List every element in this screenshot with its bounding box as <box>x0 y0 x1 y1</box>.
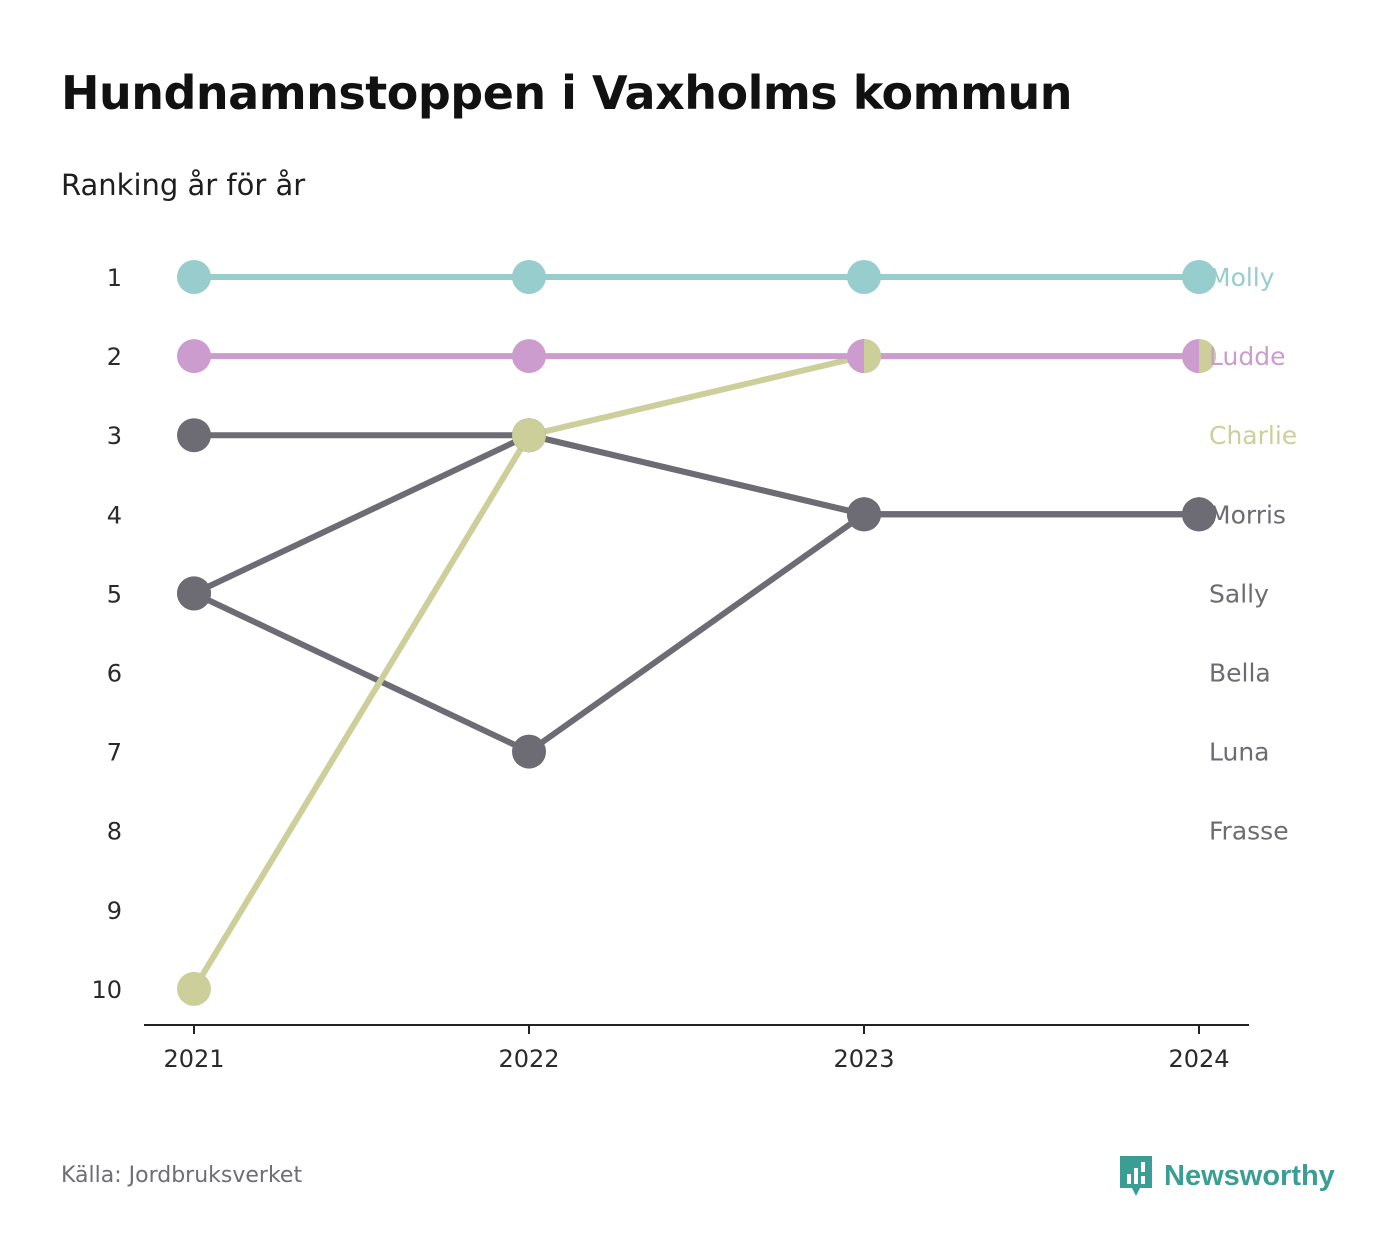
y-tick-label-10: 10 <box>91 976 122 1004</box>
point-bella-2024 <box>1182 497 1216 532</box>
point-morris-2021 <box>177 418 211 453</box>
y-tick-label-5: 5 <box>107 580 122 608</box>
brand-name: Newsworthy <box>1164 1159 1335 1192</box>
point-charlie-2021 <box>177 971 211 1006</box>
point-bella-2023 <box>847 497 881 532</box>
y-tick-label-7: 7 <box>107 739 122 767</box>
point-molly-2021 <box>177 260 211 294</box>
y-tick-label-9: 9 <box>107 897 122 925</box>
end-label-luna: Luna <box>1209 738 1270 767</box>
y-tick-label-2: 2 <box>107 343 122 371</box>
y-tick-label-8: 8 <box>107 818 122 846</box>
chart-title: Hundnamnstoppen i Vaxholms kommun <box>61 66 1073 120</box>
point-ludde-2021 <box>177 339 211 374</box>
end-label-sally: Sally <box>1209 579 1269 608</box>
y-tick-label-4: 4 <box>107 501 122 529</box>
brand-logo[interactable]: Newsworthy <box>1118 1154 1335 1198</box>
point-charlie-shared-2023 <box>864 339 881 374</box>
point-molly-2023 <box>847 260 881 294</box>
point-ludde-shared-2024 <box>1182 339 1199 374</box>
point-bella-2021 <box>177 576 211 611</box>
y-tick-label-6: 6 <box>107 660 122 688</box>
x-tick-label-2023: 2023 <box>833 1045 894 1073</box>
point-ludde-shared-2023 <box>847 339 864 374</box>
end-label-bella: Bella <box>1209 659 1271 688</box>
point-ludde-2022 <box>512 339 546 374</box>
point-molly-2024 <box>1182 260 1216 294</box>
point-charlie-2022 <box>512 418 546 453</box>
end-label-ludde: Ludde <box>1209 342 1285 371</box>
end-label-charlie: Charlie <box>1209 421 1297 450</box>
end-label-morris: Morris <box>1209 500 1286 529</box>
x-tick-label-2022: 2022 <box>498 1045 559 1073</box>
y-tick-label-1: 1 <box>107 264 122 292</box>
source-note: Källa: Jordbruksverket <box>61 1163 303 1188</box>
point-bella-2022 <box>512 734 546 769</box>
series-line-bella <box>191 511 1202 755</box>
series-line-charlie <box>191 353 1202 992</box>
x-tick-label-2021: 2021 <box>163 1045 224 1073</box>
newsworthy-logo-icon <box>1120 1156 1152 1196</box>
end-label-molly: Molly <box>1209 263 1275 292</box>
point-charlie-shared-2024 <box>1199 339 1216 374</box>
point-molly-2022 <box>512 260 546 294</box>
end-label-frasse: Frasse <box>1209 817 1289 846</box>
chart-subtitle: Ranking år för år <box>61 168 306 202</box>
y-tick-label-3: 3 <box>107 422 122 450</box>
x-tick-label-2024: 2024 <box>1168 1045 1229 1073</box>
